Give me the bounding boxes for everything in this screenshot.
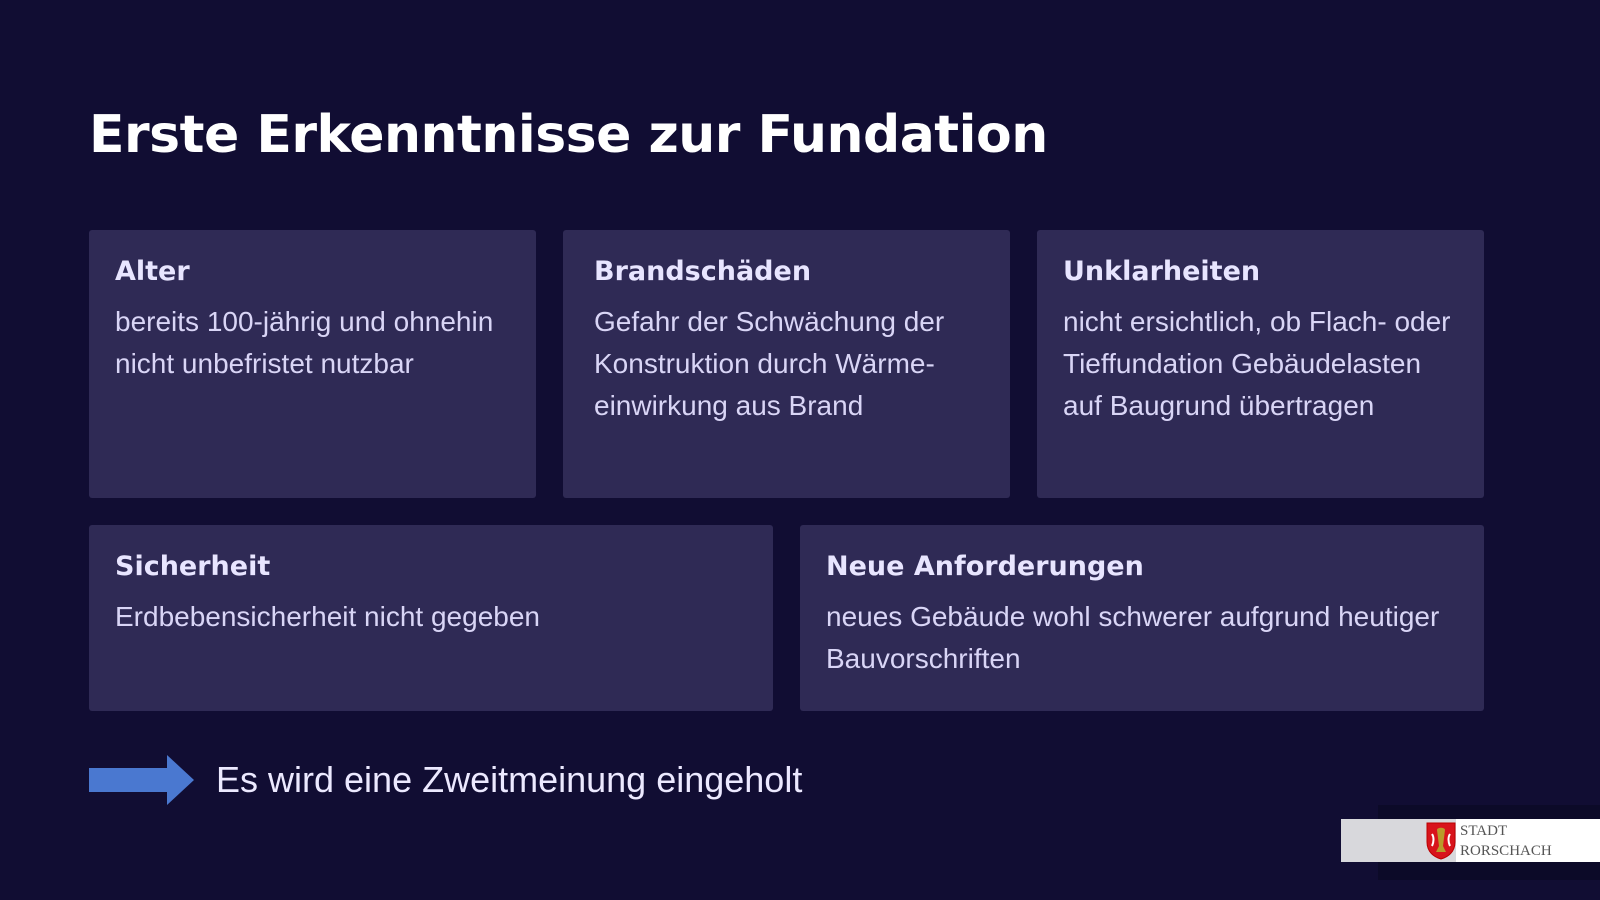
card-text: Gefahr der Schwächung der Konstruktion d… bbox=[594, 306, 945, 421]
card-text: bereits 100-jährig und ohnehin nicht unb… bbox=[115, 306, 494, 379]
card-heading: Alter bbox=[115, 256, 190, 287]
card-heading: Unklarheiten bbox=[1063, 256, 1261, 287]
card-heading: Neue Anforderungen bbox=[826, 551, 1144, 582]
card-neue-anforderungen: Neue Anforderungen neues Gebäude wohl sc… bbox=[800, 525, 1484, 711]
card-heading: Brandschäden bbox=[594, 256, 812, 287]
card-text: Erdbebensicherheit nicht gegeben bbox=[115, 601, 540, 632]
conclusion-text: Es wird eine Zweitmeinung eingeholt bbox=[216, 759, 803, 800]
logo-line2: RORSCHACH bbox=[1460, 843, 1552, 859]
card-sicherheit: Sicherheit Erdbebensicherheit nicht gege… bbox=[89, 525, 773, 711]
coat-of-arms-icon bbox=[1426, 822, 1456, 860]
logo-line1: STADT bbox=[1460, 823, 1508, 839]
card-unklarheiten: Unklarheiten nicht ersichtlich, ob Flach… bbox=[1037, 230, 1484, 498]
conclusion: Es wird eine Zweitmeinung eingeholt bbox=[89, 755, 802, 805]
card-alter: Alter bereits 100-jährig und ohnehin nic… bbox=[89, 230, 536, 498]
slide-title: Erste Erkenntnisse zur Fundation bbox=[89, 105, 1048, 165]
card-heading: Sicherheit bbox=[115, 551, 271, 582]
card-text: neues Gebäude wohl schwerer aufgrund heu… bbox=[826, 601, 1440, 674]
stadt-rorschach-logo: STADT RORSCHACH bbox=[1341, 819, 1600, 862]
card-brandschaeden: Brandschäden Gefahr der Schwächung der K… bbox=[563, 230, 1010, 498]
arrow-right-icon bbox=[89, 755, 194, 805]
card-text: nicht ersichtlich, ob Flach- oder Tieffu… bbox=[1063, 306, 1451, 421]
